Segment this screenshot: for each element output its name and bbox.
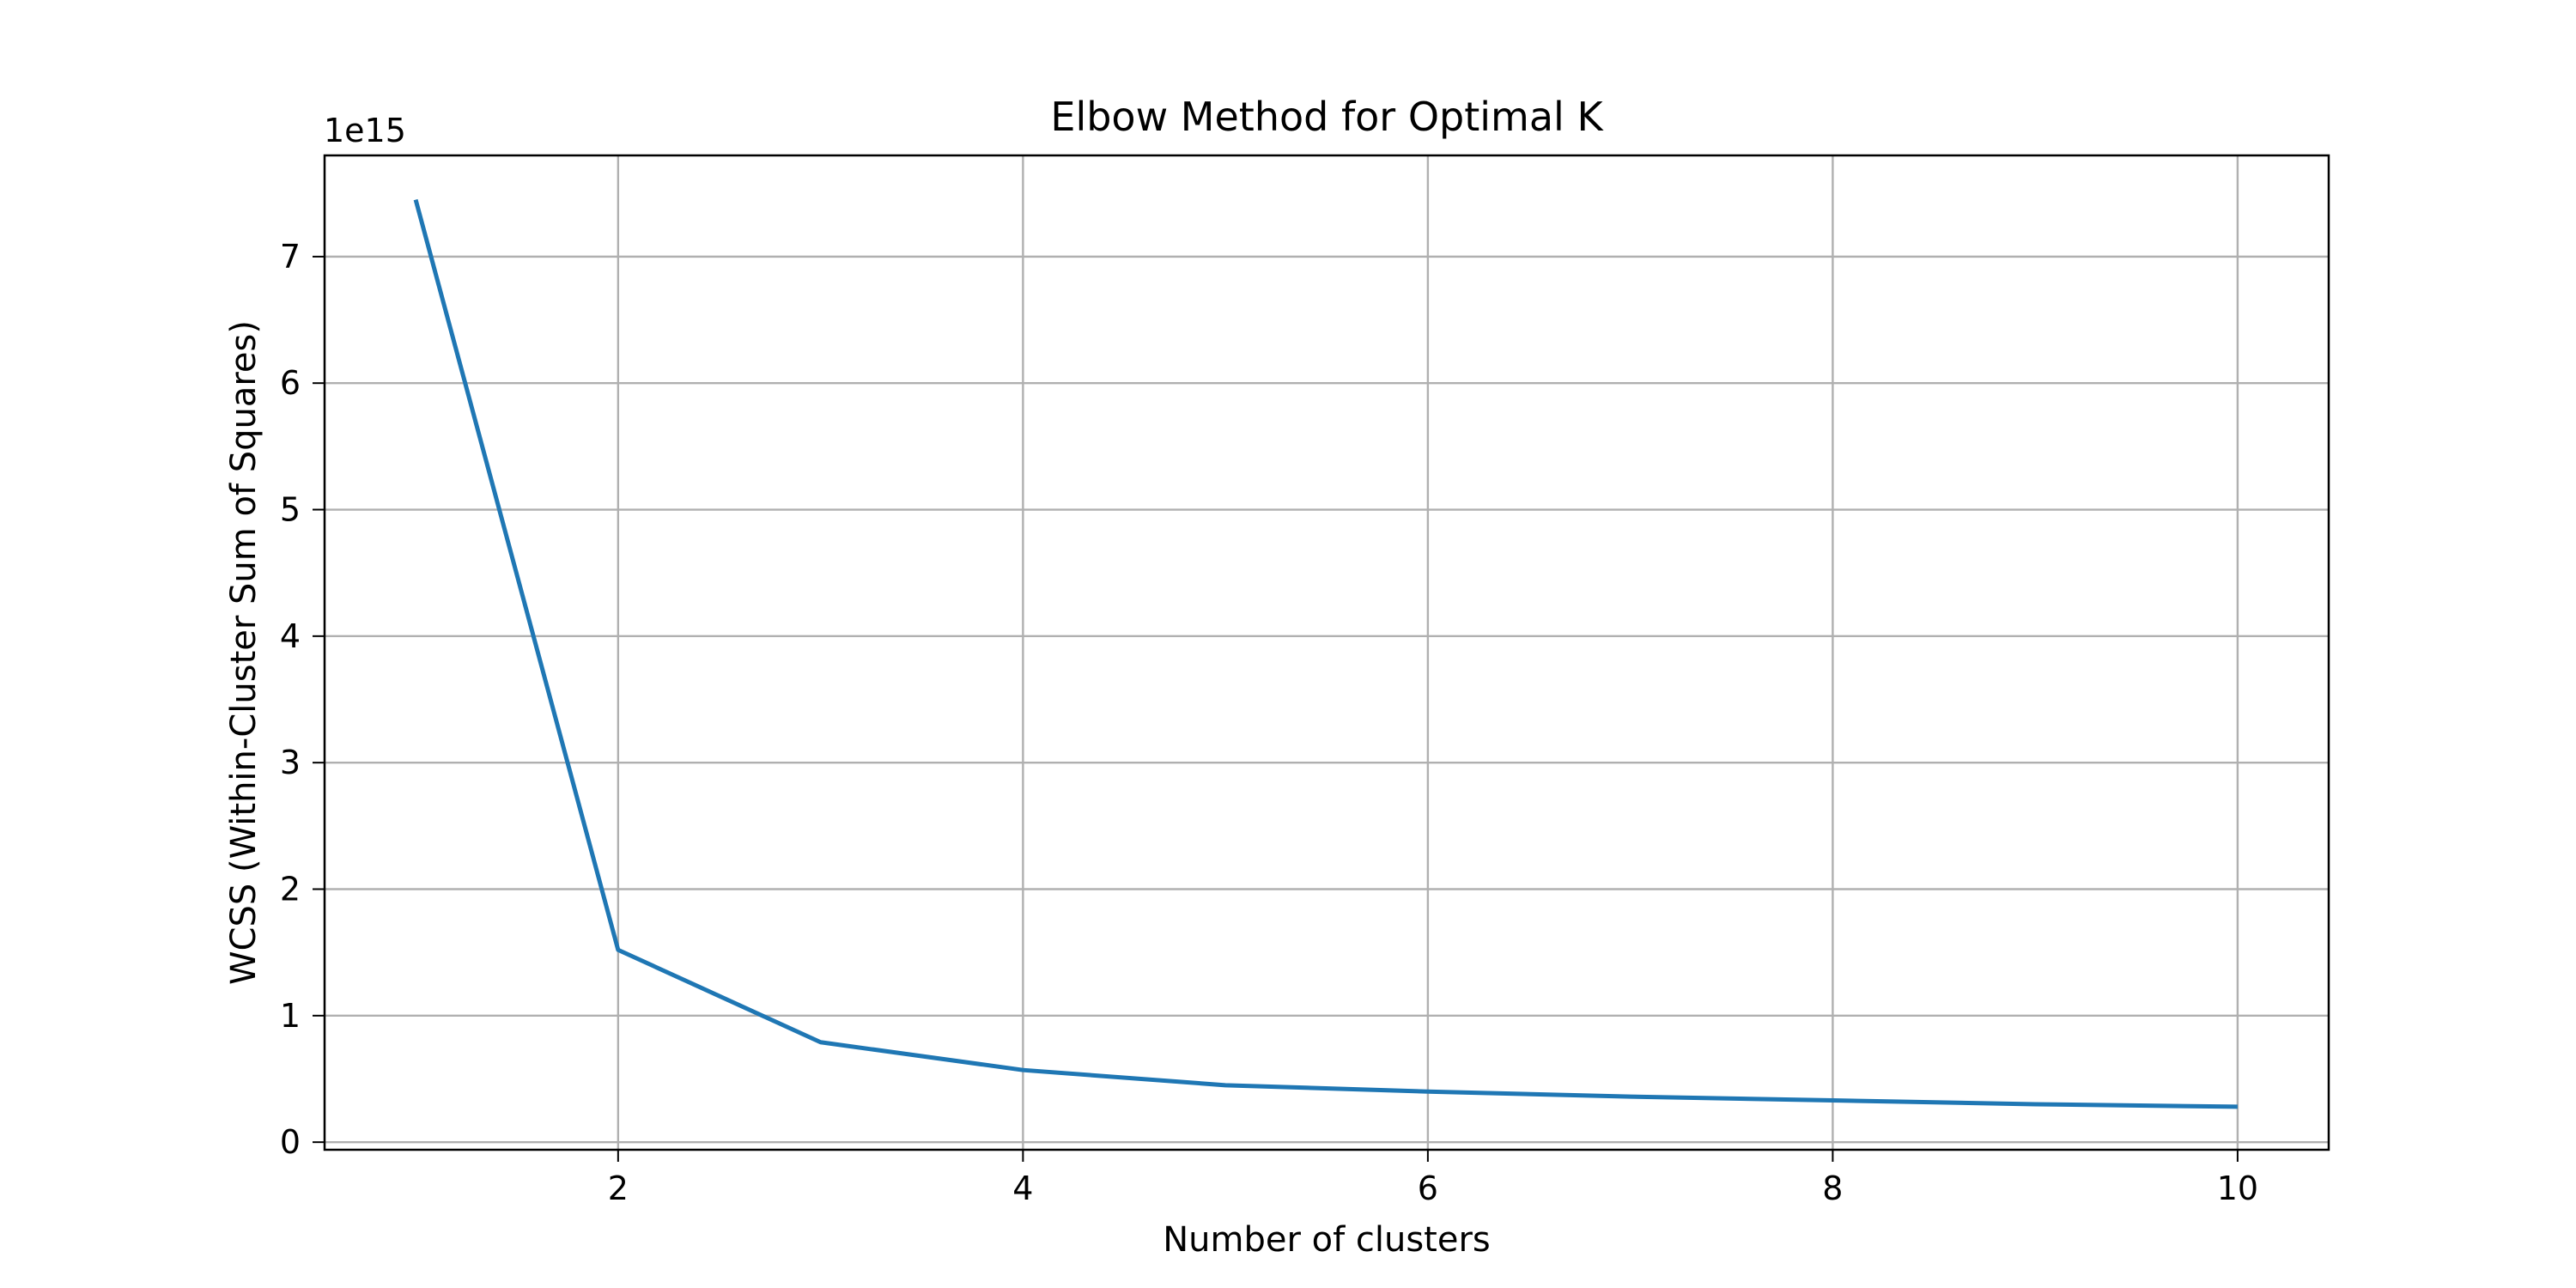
y-axis-label: WCSS (Within-Cluster Sum of Squares) xyxy=(224,320,264,985)
grid-lines xyxy=(325,155,2329,1150)
y-tick-label: 2 xyxy=(280,871,301,908)
y-tick-label: 4 xyxy=(280,617,301,655)
series-line-1 xyxy=(413,198,2238,1109)
y-tick-label: 6 xyxy=(280,364,301,402)
y-tick-label: 1 xyxy=(280,997,301,1035)
axis-ticks: 2 4 6 8 10 0 1 2 3 4 5 6 7 xyxy=(280,238,2258,1207)
x-tick-label: 10 xyxy=(2217,1170,2258,1207)
series-layer xyxy=(413,198,2238,1109)
chart-title: Elbow Method for Optimal K xyxy=(1050,94,1604,140)
x-tick-label: 4 xyxy=(1012,1170,1033,1207)
x-tick-label: 6 xyxy=(1418,1170,1438,1207)
y-tick-label: 0 xyxy=(280,1123,301,1161)
plot-frame xyxy=(323,154,2330,1151)
y-tick-label: 5 xyxy=(280,491,301,529)
y-tick-label: 3 xyxy=(280,744,301,781)
y-axis-offset-label: 1e15 xyxy=(324,112,406,149)
x-tick-label: 8 xyxy=(1822,1170,1843,1207)
x-tick-label: 2 xyxy=(608,1170,629,1207)
y-tick-label: 7 xyxy=(280,238,301,276)
x-axis-label: Number of clusters xyxy=(1163,1220,1491,1260)
